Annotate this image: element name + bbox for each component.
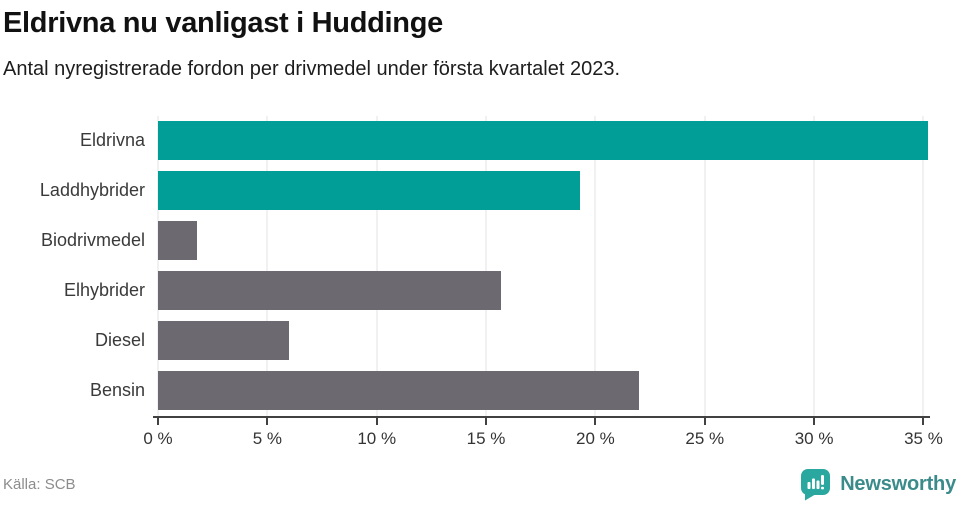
bar-biodrivmedel: [158, 221, 198, 261]
category-label: Biodrivmedel: [40, 230, 145, 251]
tick-label: 5 %: [252, 428, 282, 448]
bar-track: [158, 121, 930, 161]
category-label: Bensin: [89, 380, 145, 401]
bar-track: [158, 271, 930, 311]
bar-row: Diesel: [3, 316, 930, 366]
tick-label: 10 %: [357, 428, 397, 448]
category-label: Eldrivna: [79, 130, 145, 151]
chart-title: Eldrivna nu vanligast i Huddinge: [3, 7, 443, 39]
tick-label: 35 %: [904, 428, 943, 448]
bar-bensin: [158, 371, 640, 411]
x-axis-line: [153, 415, 930, 418]
newsworthy-chart-bubble-icon: [801, 469, 831, 501]
gridline: [485, 115, 487, 416]
bar-eldrivna: [158, 121, 928, 161]
tick-label: 15 %: [466, 428, 506, 448]
bar-chart: Eldrivna Laddhybrider Biodrivmedel Elhybrid…: [3, 115, 943, 462]
tick-mark: [266, 417, 269, 425]
tick-mark: [922, 417, 925, 425]
tick-mark: [703, 417, 706, 425]
bar-row: Biodrivmedel: [3, 216, 930, 266]
bar-track: [158, 321, 930, 361]
gridline: [813, 115, 815, 416]
gridline: [594, 115, 596, 416]
tick-mark: [813, 417, 816, 425]
source-label: Källa: SCB: [3, 475, 76, 493]
bar-track: [158, 171, 930, 211]
chart-subtitle: Antal nyregistrerade fordon per drivmede…: [3, 57, 621, 80]
bar-track: [158, 221, 930, 261]
gridline: [157, 115, 159, 416]
category-label: Elhybrider: [63, 280, 145, 301]
bar-elhybrider: [158, 271, 502, 311]
gridline: [922, 115, 924, 416]
gridlines-layer: [157, 115, 930, 416]
gridline: [266, 115, 268, 416]
bar-row: Bensin: [3, 366, 930, 416]
tick-label: 0 %: [143, 428, 173, 448]
bar-diesel: [158, 321, 290, 361]
bar-rows: Eldrivna Laddhybrider Biodrivmedel Elhybrid…: [3, 116, 930, 416]
category-label: Diesel: [94, 330, 145, 351]
tick-mark: [594, 417, 597, 425]
brand-logo[interactable]: Newsworthy: [798, 467, 956, 501]
tick-mark: [157, 417, 159, 425]
bar-row: Laddhybrider: [3, 166, 930, 216]
bar-row: Eldrivna: [3, 116, 930, 166]
tick-mark: [485, 417, 488, 425]
bar-laddhybrider: [158, 171, 581, 211]
gridline: [376, 115, 378, 416]
category-label: Laddhybrider: [39, 180, 145, 201]
tick-label: 25 %: [685, 428, 725, 448]
brand-name: Newsworthy: [840, 472, 956, 495]
bar-row: Elhybrider: [3, 266, 930, 316]
gridline: [704, 115, 706, 416]
x-axis-tick-labels: 0 % 5 % 10 % 15 % 20 % 25 % 30 % 35 %: [143, 428, 942, 453]
tick-label: 20 %: [576, 428, 615, 448]
tick-label: 30 %: [794, 428, 834, 448]
bar-track: [158, 371, 930, 411]
chart-footer: Källa: SCB Newsworthy: [3, 467, 956, 501]
tick-mark: [375, 417, 378, 425]
x-axis-ticks: [157, 417, 930, 426]
